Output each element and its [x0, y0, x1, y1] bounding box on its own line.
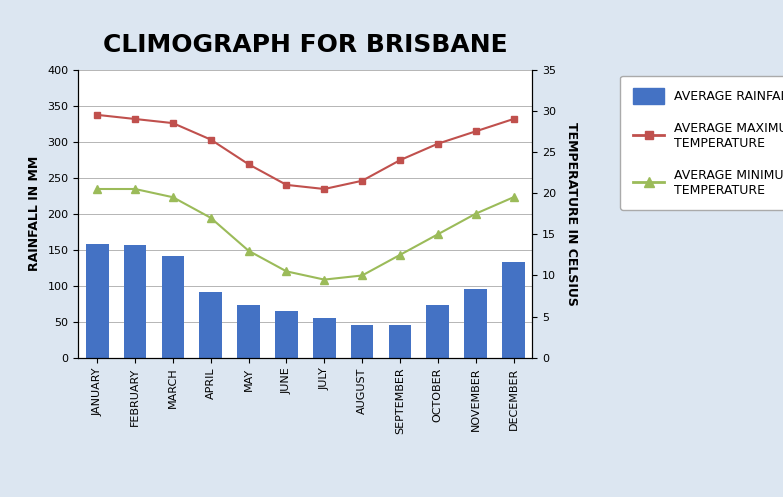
Y-axis label: RAINFALL IN MM: RAINFALL IN MM	[27, 156, 41, 271]
Bar	[388, 325, 411, 358]
Bar	[86, 244, 109, 358]
Legend: AVERAGE RAINFALL, AVERAGE MAXIMUM
TEMPERATURE, AVERAGE MINIMUM
TEMPERATURE: AVERAGE RAINFALL, AVERAGE MAXIMUM TEMPER…	[620, 76, 783, 210]
Y-axis label: TEMPERATURE IN CELSIUS: TEMPERATURE IN CELSIUS	[565, 122, 578, 306]
Bar	[427, 305, 449, 358]
Bar	[351, 325, 373, 358]
Bar	[200, 292, 222, 358]
Bar	[313, 318, 336, 358]
Bar	[502, 262, 525, 358]
Bar	[124, 246, 146, 358]
Bar	[275, 311, 298, 358]
Text: CLIMOGRAPH FOR BRISBANE: CLIMOGRAPH FOR BRISBANE	[103, 33, 507, 57]
Bar	[161, 256, 184, 358]
Bar	[464, 289, 487, 358]
Bar	[237, 305, 260, 358]
